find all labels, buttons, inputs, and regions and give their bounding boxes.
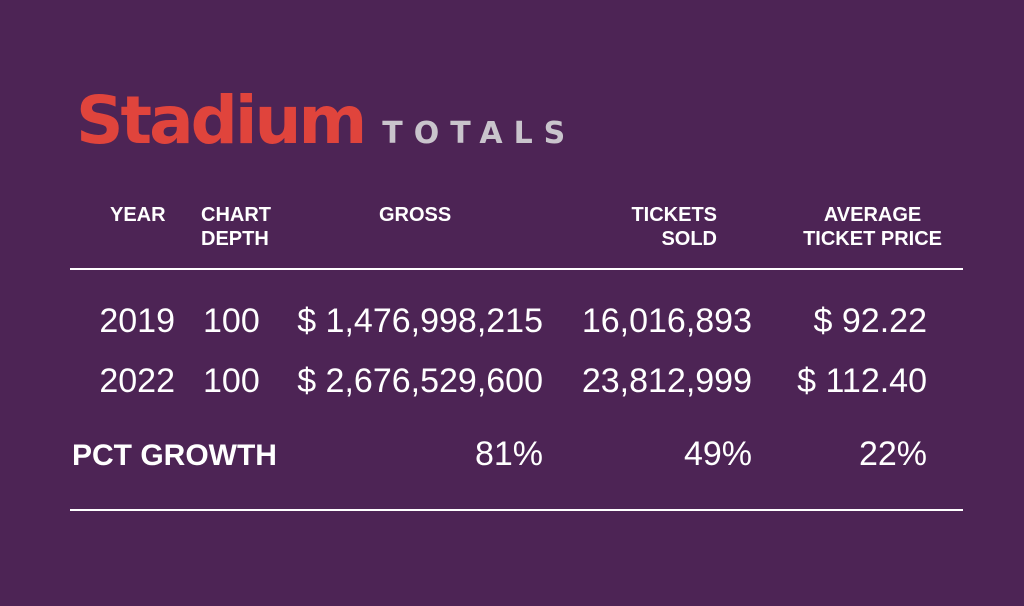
title-main: Stadium (76, 82, 367, 159)
row-2019-chart-depth: 100 (203, 302, 260, 340)
row-2019-year: 2019 (99, 302, 175, 340)
header-chart-depth: CHART DEPTH (201, 204, 271, 250)
pct-growth-label: PCT GROWTH (72, 439, 277, 472)
header-average-ticket-price: AVERAGE TICKET PRICE (803, 204, 942, 250)
table-title: Stadium TOTALS (76, 82, 576, 159)
row-2022-year: 2022 (99, 362, 175, 400)
header-divider (70, 268, 963, 270)
title-sub: TOTALS (382, 116, 577, 151)
growth-gross: 81% (474, 435, 543, 473)
growth-avg-price: 22% (858, 435, 927, 473)
row-2022-gross: $ 2,676,529,600 (297, 362, 543, 400)
header-year: YEAR (110, 204, 166, 226)
row-2022-tickets-sold: 23,812,999 (581, 362, 752, 400)
growth-tickets-sold: 49% (683, 435, 752, 473)
row-2019-gross: $ 1,476,998,215 (297, 302, 543, 340)
bottom-divider (70, 509, 963, 511)
row-2022-chart-depth: 100 (203, 362, 260, 400)
row-2022-avg-price: $ 112.40 (797, 362, 927, 400)
header-gross: GROSS (379, 204, 452, 226)
header-tickets-sold: TICKETS SOLD (631, 204, 717, 250)
row-2019-tickets-sold: 16,016,893 (581, 302, 752, 340)
row-2019-avg-price: $ 92.22 (813, 302, 927, 340)
